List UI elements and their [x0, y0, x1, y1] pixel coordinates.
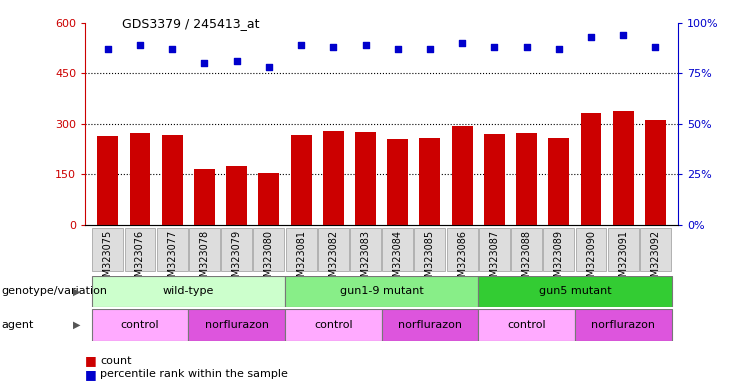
Text: genotype/variation: genotype/variation: [1, 286, 107, 296]
Bar: [580, 113, 602, 225]
Text: GSM323080: GSM323080: [264, 230, 274, 289]
Bar: [575, 309, 671, 341]
Text: GSM323088: GSM323088: [522, 230, 531, 289]
Text: norflurazon: norflurazon: [205, 320, 269, 330]
Point: [328, 44, 339, 50]
Bar: [382, 309, 478, 341]
Bar: [613, 111, 634, 225]
Text: control: control: [314, 320, 353, 330]
Point: [199, 60, 210, 66]
Text: GSM323084: GSM323084: [393, 230, 402, 289]
Point: [359, 42, 371, 48]
Bar: [516, 133, 537, 225]
Bar: [645, 121, 666, 225]
Bar: [157, 228, 187, 271]
Bar: [511, 228, 542, 271]
Text: control: control: [508, 320, 546, 330]
Bar: [226, 166, 247, 225]
Bar: [350, 228, 381, 271]
Point: [230, 58, 242, 65]
Text: GSM323082: GSM323082: [328, 230, 339, 289]
Text: control: control: [121, 320, 159, 330]
Bar: [285, 276, 478, 307]
Bar: [548, 138, 569, 225]
Text: ▶: ▶: [73, 286, 80, 296]
Bar: [285, 309, 382, 341]
Bar: [194, 169, 215, 225]
Text: norflurazon: norflurazon: [398, 320, 462, 330]
Bar: [130, 133, 150, 225]
Text: wild-type: wild-type: [162, 286, 214, 296]
Bar: [447, 228, 478, 271]
Text: GSM323089: GSM323089: [554, 230, 564, 289]
Text: count: count: [100, 356, 132, 366]
Bar: [479, 228, 510, 271]
Point: [392, 46, 404, 52]
Text: GSM323081: GSM323081: [296, 230, 306, 289]
Point: [166, 46, 178, 52]
Point: [521, 44, 533, 50]
Text: GSM323090: GSM323090: [586, 230, 596, 289]
Bar: [97, 136, 119, 225]
Bar: [388, 139, 408, 225]
Text: gun1-9 mutant: gun1-9 mutant: [339, 286, 424, 296]
Bar: [478, 309, 575, 341]
Bar: [188, 309, 285, 341]
Bar: [253, 228, 285, 271]
Text: ■: ■: [85, 368, 97, 381]
Text: GSM323075: GSM323075: [103, 230, 113, 289]
Text: ■: ■: [85, 354, 97, 367]
Text: GSM323091: GSM323091: [618, 230, 628, 289]
Text: GSM323087: GSM323087: [489, 230, 499, 289]
Text: GDS3379 / 245413_at: GDS3379 / 245413_at: [122, 17, 260, 30]
Point: [617, 32, 629, 38]
Text: gun5 mutant: gun5 mutant: [539, 286, 611, 296]
Bar: [162, 135, 183, 225]
Bar: [419, 138, 440, 225]
Text: norflurazon: norflurazon: [591, 320, 655, 330]
Bar: [640, 228, 671, 271]
Text: ▶: ▶: [73, 320, 80, 330]
Bar: [285, 228, 316, 271]
Bar: [124, 228, 156, 271]
Bar: [92, 309, 188, 341]
Bar: [290, 135, 311, 225]
Bar: [221, 228, 252, 271]
Bar: [608, 228, 639, 271]
Bar: [318, 228, 349, 271]
Bar: [484, 134, 505, 225]
Point: [456, 40, 468, 46]
Point: [263, 65, 275, 71]
Bar: [355, 132, 376, 225]
Bar: [452, 126, 473, 225]
Bar: [543, 228, 574, 271]
Point: [650, 44, 662, 50]
Point: [585, 34, 597, 40]
Point: [488, 44, 500, 50]
Bar: [323, 131, 344, 225]
Point: [553, 46, 565, 52]
Point: [295, 42, 307, 48]
Text: agent: agent: [1, 320, 34, 330]
Bar: [382, 228, 413, 271]
Text: GSM323086: GSM323086: [457, 230, 467, 289]
Text: GSM323078: GSM323078: [199, 230, 210, 289]
Bar: [414, 228, 445, 271]
Point: [424, 46, 436, 52]
Point: [102, 46, 113, 52]
Bar: [576, 228, 606, 271]
Text: GSM323079: GSM323079: [232, 230, 242, 289]
Text: GSM323083: GSM323083: [361, 230, 370, 289]
Text: GSM323092: GSM323092: [651, 230, 660, 289]
Text: GSM323077: GSM323077: [167, 230, 177, 289]
Bar: [478, 276, 671, 307]
Bar: [189, 228, 220, 271]
Text: percentile rank within the sample: percentile rank within the sample: [100, 369, 288, 379]
Bar: [92, 276, 285, 307]
Bar: [259, 172, 279, 225]
Point: [134, 42, 146, 48]
Text: GSM323085: GSM323085: [425, 230, 435, 289]
Bar: [93, 228, 123, 271]
Text: GSM323076: GSM323076: [135, 230, 145, 289]
